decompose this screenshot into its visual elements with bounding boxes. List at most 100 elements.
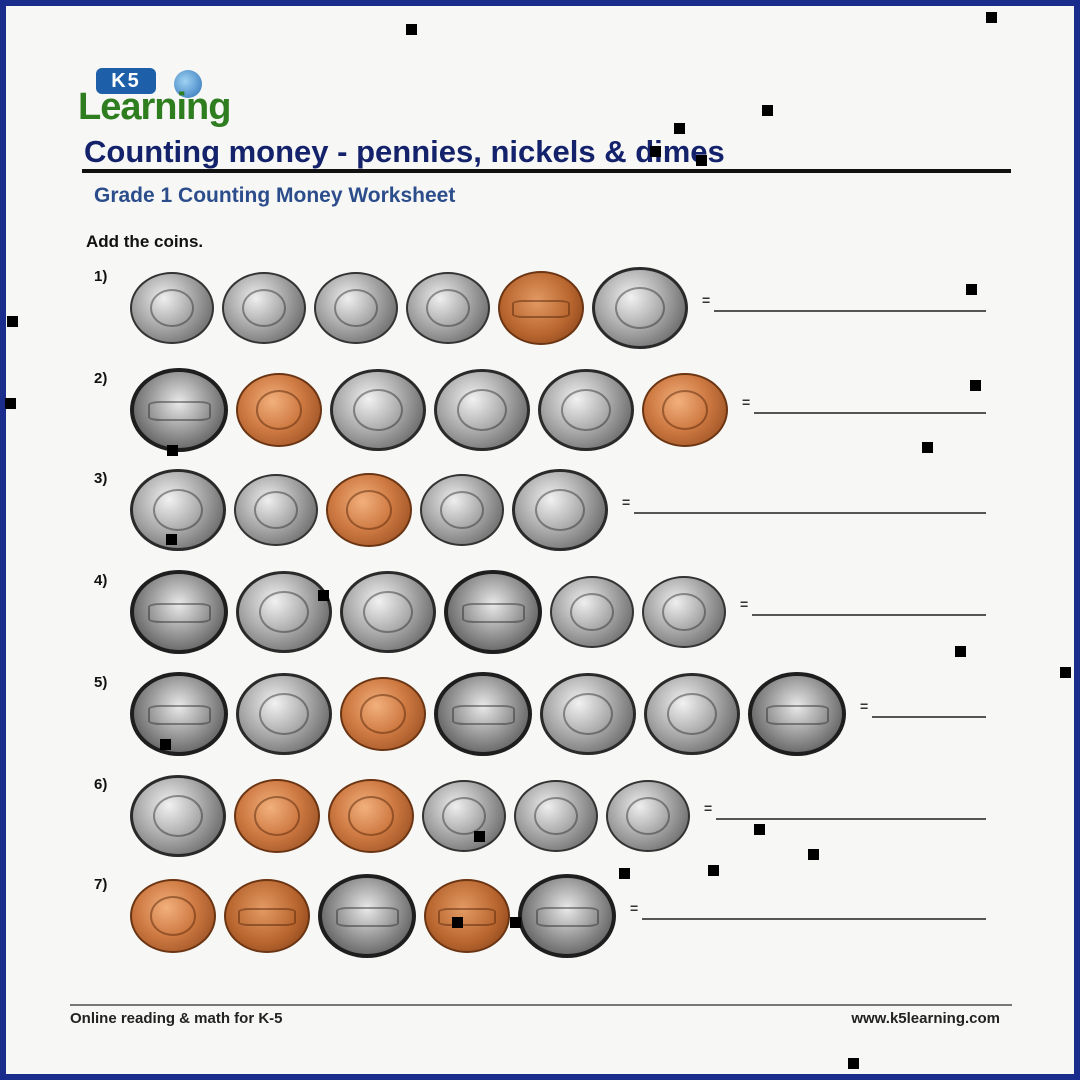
worksheet-page: K5 Learning Counting money - pennies, ni… — [6, 6, 1074, 1074]
coin-relief — [362, 590, 414, 634]
nickel-coin-icon — [130, 774, 226, 858]
scan-speck — [708, 865, 719, 876]
logo-k5-badge: K5 — [96, 68, 156, 94]
problem-number: 2) — [94, 370, 108, 387]
coin-relief — [661, 592, 707, 632]
nickel-coin-icon — [518, 873, 616, 959]
problem-number: 5) — [94, 674, 108, 691]
nickel-coin-icon — [130, 367, 228, 453]
coin-relief — [335, 906, 399, 927]
penny-coin-icon — [234, 779, 320, 853]
scan-speck — [696, 155, 707, 166]
problem-row: 1) = — [6, 264, 1074, 364]
answer-line[interactable] — [634, 512, 986, 514]
coin-relief — [352, 388, 404, 432]
coin-relief — [346, 490, 392, 530]
nickel-coin-icon — [748, 671, 846, 757]
coin-relief — [147, 602, 211, 623]
dime-coin-icon — [406, 271, 490, 345]
coin-relief — [533, 796, 579, 836]
problem-row: 3) = — [6, 466, 1074, 566]
scan-speck — [5, 398, 16, 409]
coin-relief — [765, 704, 829, 725]
dime-coin-icon — [420, 473, 504, 547]
problem-row: 2) = — [6, 366, 1074, 466]
coin-relief — [425, 288, 471, 328]
coin-relief — [456, 388, 508, 432]
scan-speck — [674, 123, 685, 134]
nickel-coin-icon — [330, 368, 426, 452]
instructions: Add the coins. — [86, 232, 204, 251]
answer-line[interactable] — [714, 310, 986, 312]
penny-coin-icon — [340, 677, 426, 751]
penny-coin-icon — [424, 879, 510, 953]
equals-sign: = — [630, 900, 639, 916]
coin-relief — [666, 692, 718, 736]
penny-coin-icon — [326, 473, 412, 547]
nickel-coin-icon — [236, 570, 332, 654]
coin-relief — [625, 796, 671, 836]
scan-speck — [754, 824, 765, 835]
answer-line[interactable] — [642, 918, 986, 920]
nickel-coin-icon — [434, 671, 532, 757]
problem-number: 1) — [94, 268, 108, 285]
coin-relief — [258, 590, 310, 634]
coin-relief — [241, 288, 287, 328]
penny-coin-icon — [642, 373, 728, 447]
scan-speck — [955, 646, 966, 657]
coin-relief — [149, 288, 195, 328]
scan-speck — [848, 1058, 859, 1069]
nickel-coin-icon — [130, 671, 228, 757]
dime-coin-icon — [222, 271, 306, 345]
nickel-coin-icon — [444, 569, 542, 655]
dime-coin-icon — [314, 271, 398, 345]
coin-relief — [512, 299, 570, 318]
problem-row: 5) = — [6, 670, 1074, 770]
problem-row: 7) = — [6, 872, 1074, 972]
answer-line[interactable] — [716, 818, 986, 820]
page-subtitle: Grade 1 Counting Money Worksheet — [94, 184, 456, 207]
footer-tagline: Online reading & math for K-5 — [70, 1010, 283, 1027]
coin-relief — [461, 602, 525, 623]
coin-relief — [147, 400, 211, 421]
scan-speck — [762, 105, 773, 116]
coin-relief — [441, 796, 487, 836]
problem-number: 4) — [94, 572, 108, 589]
scan-speck — [986, 12, 997, 23]
nickel-coin-icon — [512, 468, 608, 552]
scan-speck — [406, 24, 417, 35]
scan-speck — [510, 917, 521, 928]
equals-sign: = — [704, 800, 713, 816]
answer-line[interactable] — [754, 412, 986, 414]
scan-speck — [970, 380, 981, 391]
scan-speck — [1060, 667, 1071, 678]
answer-line[interactable] — [752, 614, 986, 616]
coin-relief — [238, 907, 296, 926]
nickel-coin-icon — [434, 368, 530, 452]
problem-number: 6) — [94, 776, 108, 793]
scan-speck — [160, 739, 171, 750]
coin-relief — [253, 490, 299, 530]
nickel-coin-icon — [592, 266, 688, 350]
footer-url[interactable]: www.k5learning.com — [851, 1010, 1000, 1027]
scan-speck — [452, 917, 463, 928]
dime-coin-icon — [422, 779, 506, 853]
answer-line[interactable] — [872, 716, 986, 718]
scan-speck — [922, 442, 933, 453]
k5-learning-logo[interactable]: K5 Learning — [78, 64, 278, 128]
coin-relief — [254, 796, 300, 836]
equals-sign: = — [740, 596, 749, 612]
scan-speck — [167, 445, 178, 456]
nickel-coin-icon — [130, 468, 226, 552]
dime-coin-icon — [234, 473, 318, 547]
penny-coin-icon — [224, 879, 310, 953]
nickel-coin-icon — [340, 570, 436, 654]
problem-row: 6) = — [6, 772, 1074, 872]
coin-relief — [562, 692, 614, 736]
globe-icon — [174, 70, 202, 98]
penny-coin-icon — [236, 373, 322, 447]
scan-speck — [619, 868, 630, 879]
dime-coin-icon — [514, 779, 598, 853]
nickel-coin-icon — [540, 672, 636, 756]
scan-speck — [966, 284, 977, 295]
